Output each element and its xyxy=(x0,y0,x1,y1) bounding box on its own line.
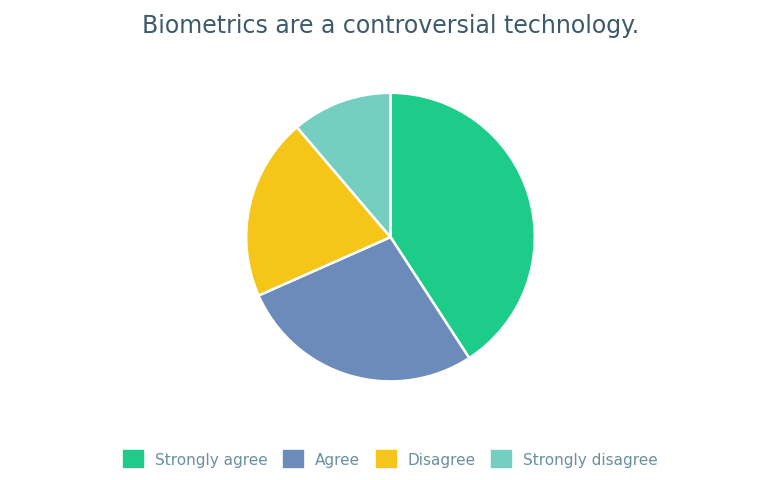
Wedge shape xyxy=(246,128,390,296)
Wedge shape xyxy=(297,94,390,238)
Wedge shape xyxy=(390,94,535,358)
Legend: Strongly agree, Agree, Disagree, Strongly disagree: Strongly agree, Agree, Disagree, Strongl… xyxy=(116,443,665,475)
Wedge shape xyxy=(259,238,469,382)
Title: Biometrics are a controversial technology.: Biometrics are a controversial technolog… xyxy=(142,14,639,37)
